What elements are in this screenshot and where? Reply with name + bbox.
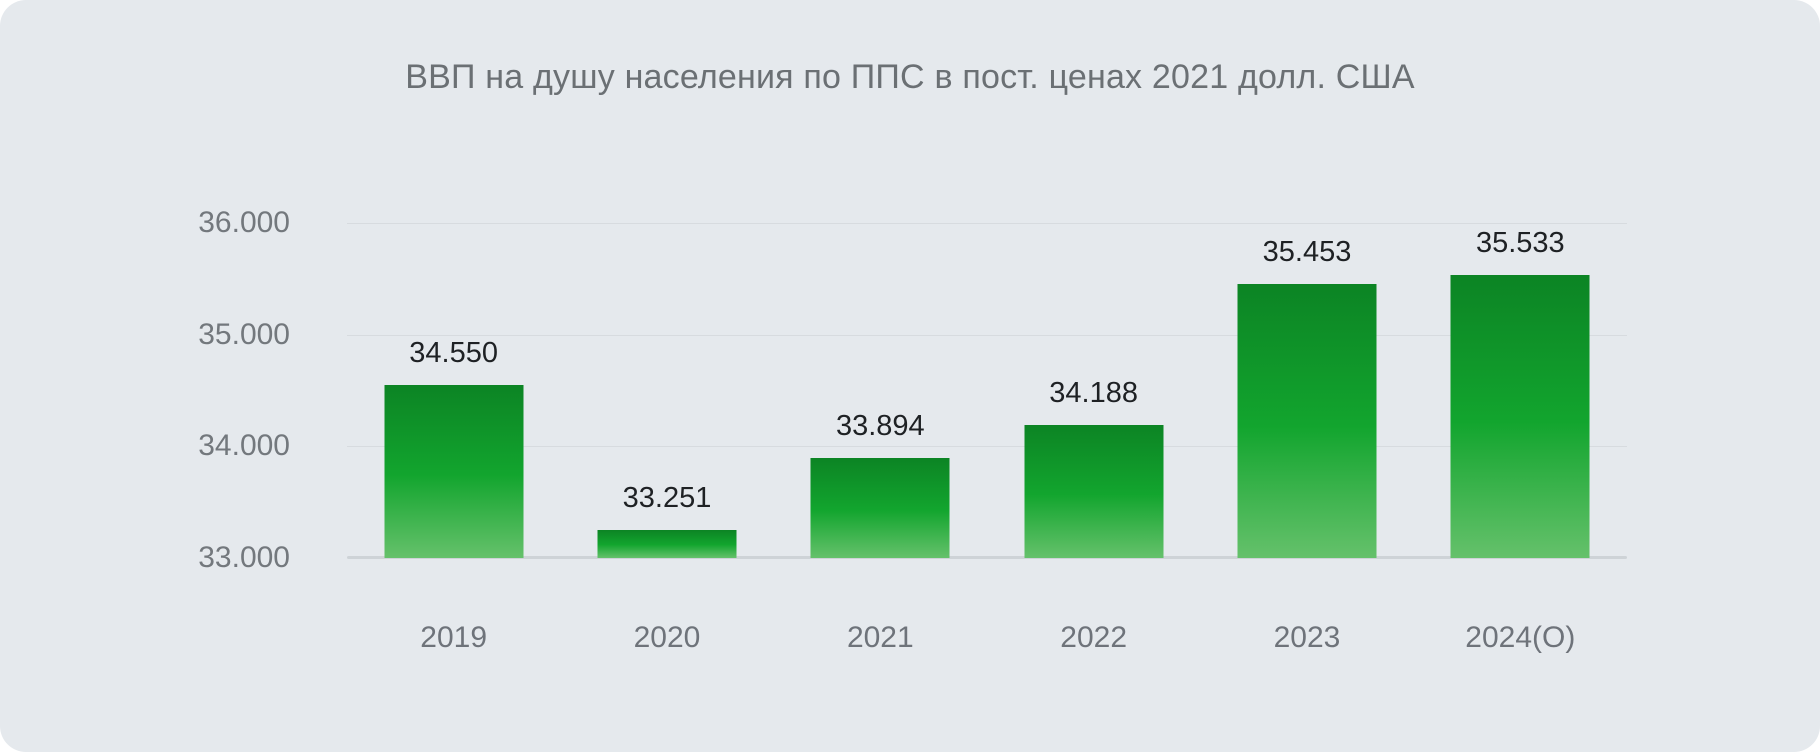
gridline: [347, 334, 1627, 336]
bar: [384, 385, 524, 558]
x-axis-category-label: 2021: [846, 621, 914, 654]
x-axis-category-label: 2020: [633, 621, 701, 654]
bar-slot: 33.251: [560, 223, 773, 558]
bar-slot: 35.453: [1200, 223, 1413, 558]
bar-value-label: 34.188: [1049, 377, 1139, 409]
x-axis-category-label: 2024(О): [1465, 621, 1576, 654]
gridline: [347, 223, 1627, 224]
bar-slot: 33.894: [774, 223, 987, 558]
bar-value-label: 34.550: [409, 337, 499, 369]
axis-baseline: [347, 556, 1627, 559]
bar-chart-plot-area: 34.550 33.251 33.894 34.188 35.453 35.533: [347, 223, 1627, 559]
x-axis-category-label: 2019: [420, 621, 488, 654]
bar-value-label: 33.251: [622, 482, 712, 514]
x-axis-category-label: 2023: [1273, 621, 1341, 654]
bar: [1450, 275, 1590, 558]
bar-value-label: 35.533: [1475, 227, 1565, 259]
y-axis-tick-label: 34.000: [198, 429, 290, 463]
bar-value-label: 33.894: [835, 410, 925, 442]
bar: [1024, 425, 1164, 558]
bar: [810, 458, 950, 558]
y-axis-tick-label: 35.000: [198, 317, 290, 351]
gridline: [347, 446, 1627, 448]
bar-value-label: 35.453: [1262, 236, 1352, 268]
chart-title: ВВП на душу населения по ППС в пост. цен…: [405, 58, 1415, 96]
bar-slot: 34.188: [987, 223, 1200, 558]
bar: [1237, 284, 1377, 558]
bar: [597, 530, 737, 558]
y-axis-tick-label: 33.000: [198, 541, 290, 574]
bar-slot: 34.550: [347, 223, 560, 558]
bar-slot: 35.533: [1414, 223, 1627, 558]
y-axis-tick-label: 36.000: [198, 206, 290, 239]
x-axis-category-label: 2022: [1060, 621, 1128, 654]
